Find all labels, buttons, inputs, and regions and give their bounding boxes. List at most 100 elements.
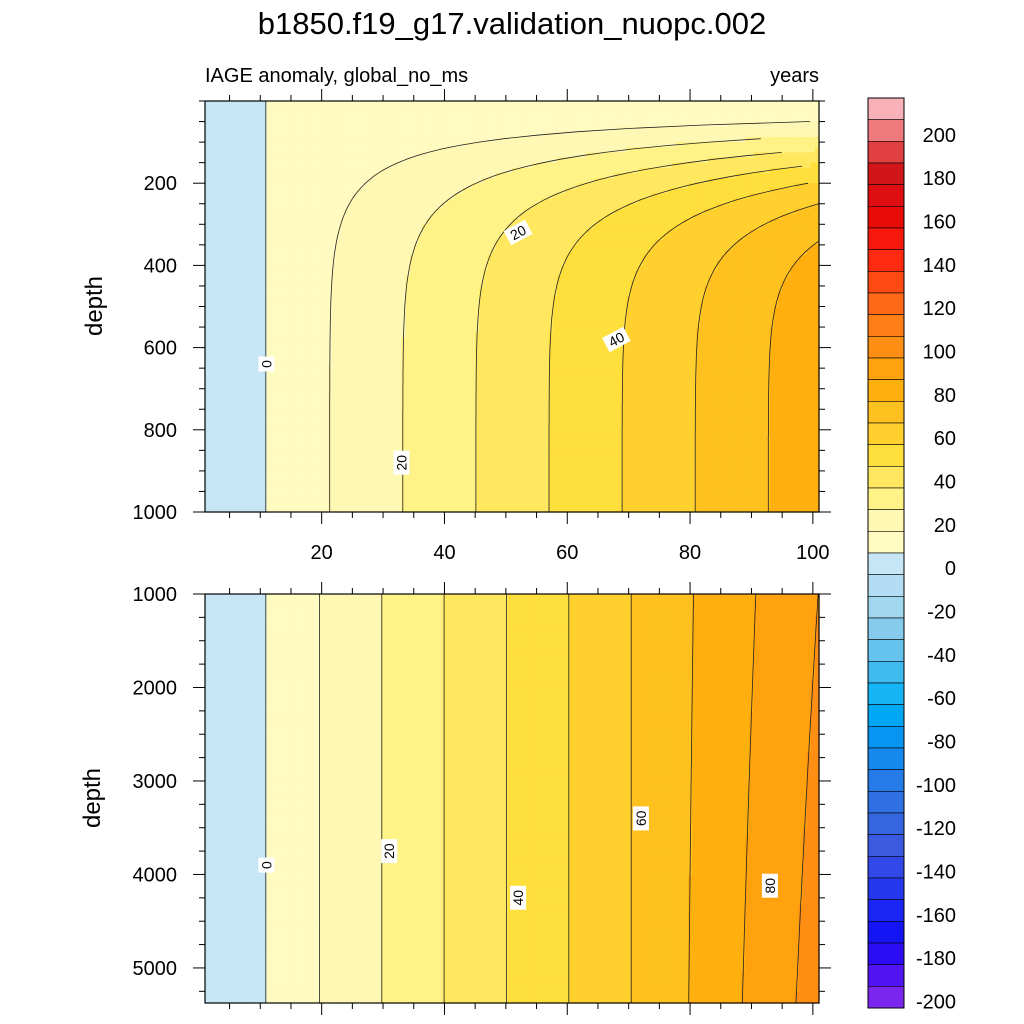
contour-cell xyxy=(618,111,624,118)
contour-cell xyxy=(446,131,452,138)
contour-cell xyxy=(495,131,501,138)
contour-cell xyxy=(524,101,529,107)
contour-cell xyxy=(765,229,771,236)
contour-cell xyxy=(270,183,276,189)
contour-cell xyxy=(495,152,501,159)
contour-cell xyxy=(466,244,472,251)
contour-cell xyxy=(303,131,308,138)
contour-cell xyxy=(487,136,493,143)
contour-cell xyxy=(610,244,615,251)
contour-cell xyxy=(458,152,464,159)
contour-cell xyxy=(270,111,276,118)
contour-cell xyxy=(217,234,222,241)
contour-cell xyxy=(798,193,804,200)
contour-cell xyxy=(327,126,333,133)
contour-cell xyxy=(503,147,509,153)
contour-cell xyxy=(483,131,489,138)
contour-cell xyxy=(487,172,493,179)
contour-cell xyxy=(602,224,607,231)
contour-cell xyxy=(581,121,587,128)
contour-cell xyxy=(356,219,362,225)
contour-cell xyxy=(503,157,509,164)
contour-cell xyxy=(683,152,689,159)
contour-cell xyxy=(593,101,599,107)
contour-cell xyxy=(610,157,615,164)
contour-cell xyxy=(344,188,349,195)
contour-cell xyxy=(229,193,235,200)
contour-cell xyxy=(270,193,276,200)
contour-cell xyxy=(483,239,489,246)
contour-cell xyxy=(430,244,435,251)
contour-cell xyxy=(610,193,615,200)
contour-cell xyxy=(282,198,288,205)
contour-cell xyxy=(606,219,611,225)
contour-cell xyxy=(782,152,787,159)
contour-cell xyxy=(217,152,222,159)
contour-cell xyxy=(274,178,280,184)
contour-cell xyxy=(544,136,550,143)
contour-cell xyxy=(606,239,611,246)
contour-cell xyxy=(442,198,448,205)
contour-cell xyxy=(372,111,378,118)
contour-cell xyxy=(516,193,521,200)
contour-cell xyxy=(458,183,464,189)
contour-cell xyxy=(282,214,288,220)
contour-cell xyxy=(749,249,755,256)
contour-cell xyxy=(794,219,800,225)
contour-cell xyxy=(372,157,378,164)
contour-cell xyxy=(426,136,431,143)
contour-cell xyxy=(597,152,603,159)
contour-cell xyxy=(241,111,247,118)
contour-cell xyxy=(806,121,812,128)
contour-cell xyxy=(708,126,714,133)
contour-cell xyxy=(540,244,546,251)
contour-cell xyxy=(634,101,640,107)
contour-cell xyxy=(356,157,362,164)
contour-cell xyxy=(516,249,521,256)
contour-cell xyxy=(340,147,345,153)
contour-cell xyxy=(798,167,804,174)
contour-cell xyxy=(749,239,755,246)
contour-cell xyxy=(438,208,444,215)
contour-cell xyxy=(270,131,276,138)
contour-cell xyxy=(409,239,415,246)
contour-cell xyxy=(708,167,714,174)
contour-cell xyxy=(548,136,554,143)
contour-cell xyxy=(282,101,288,107)
contour-cell xyxy=(307,214,313,220)
contour-cell xyxy=(209,116,214,123)
contour-cell xyxy=(516,188,521,195)
contour-cell xyxy=(274,162,280,169)
contour-cell xyxy=(614,198,620,205)
contour-cell xyxy=(389,255,394,261)
contour-cell xyxy=(577,142,583,148)
contour-cell xyxy=(471,219,476,225)
contour-cell xyxy=(634,111,640,118)
contour-cell xyxy=(507,260,513,266)
contour-cell xyxy=(381,152,386,159)
contour-cell xyxy=(434,229,439,236)
contour-cell xyxy=(597,106,603,112)
contour-cell xyxy=(299,244,304,251)
contour-cell xyxy=(385,224,390,231)
contour-cell xyxy=(765,136,771,143)
contour-cell xyxy=(340,198,345,205)
contour-cell xyxy=(282,147,288,153)
contour-cell xyxy=(745,249,751,256)
contour-cell xyxy=(286,142,292,148)
contour-cell xyxy=(520,116,525,123)
contour-cell xyxy=(806,136,812,143)
contour-cell xyxy=(581,157,587,164)
contour-cell xyxy=(245,188,251,195)
contour-cell xyxy=(266,167,272,174)
contour-cell xyxy=(250,147,255,153)
contour-cell xyxy=(757,131,763,138)
contour-cell xyxy=(221,249,227,256)
contour-cell xyxy=(610,188,615,195)
contour-cell xyxy=(507,106,513,112)
contour-cell xyxy=(688,244,693,251)
contour-cell xyxy=(655,162,660,169)
contour-cell xyxy=(638,224,644,231)
contour-cell xyxy=(295,162,300,169)
contour-cell xyxy=(614,214,620,220)
